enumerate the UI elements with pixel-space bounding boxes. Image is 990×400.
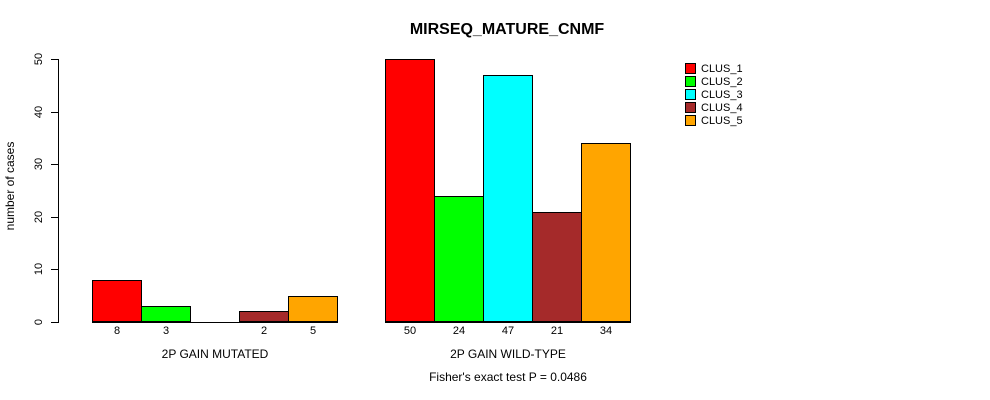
- y-axis-tick-label: 50: [33, 52, 45, 66]
- y-axis-tick-label: 40: [33, 105, 45, 119]
- y-axis-tick: [51, 112, 58, 113]
- legend-swatch-clus_5: [685, 115, 696, 126]
- bar-value-label-clus_4-mutated: 2: [260, 325, 268, 337]
- bar-group-wild-type: 50 24 47 21 34: [385, 59, 631, 337]
- bar-value-label-clus_3-wild-type: 47: [501, 325, 515, 337]
- y-axis-tick-label: 10: [33, 262, 45, 276]
- y-axis-tick-label: 20: [33, 210, 45, 224]
- legend-label: CLUS_3: [701, 88, 743, 101]
- bar-value-label-clus_2-wild-type: 24: [452, 325, 466, 337]
- legend-label: CLUS_2: [701, 75, 743, 88]
- x-axis-group-label-mutated: 2P GAIN MUTATED: [161, 347, 269, 361]
- bar-clus_5-mutated: [288, 296, 338, 322]
- legend-item-clus_4: CLUS_4: [685, 101, 743, 114]
- y-axis-tick: [51, 59, 58, 60]
- legend-swatch-clus_1: [685, 63, 696, 74]
- legend: CLUS_1 CLUS_2 CLUS_3 CLUS_4 CLUS_5: [685, 62, 743, 127]
- y-axis: [58, 59, 59, 323]
- y-axis-tick: [51, 269, 58, 270]
- legend-swatch-clus_3: [685, 89, 696, 100]
- legend-swatch-clus_4: [685, 102, 696, 113]
- bar-value-label-clus_2-mutated: 3: [162, 325, 170, 337]
- y-axis-label: number of cases: [3, 141, 17, 231]
- chart-title: MIRSEQ_MATURE_CNMF: [409, 21, 605, 38]
- bar-clus_1-mutated: [92, 280, 142, 322]
- y-axis-tick: [51, 164, 58, 165]
- bar-clus_5-wild-type: [581, 143, 631, 322]
- bar-clus_3-wild-type: [483, 75, 533, 322]
- y-axis-tick-label: 30: [33, 157, 45, 171]
- legend-item-clus_5: CLUS_5: [685, 114, 743, 127]
- bar-clus_4-wild-type: [532, 212, 582, 322]
- y-axis-tick: [51, 322, 58, 323]
- bar-value-label-clus_5-wild-type: 34: [599, 325, 613, 337]
- legend-item-clus_3: CLUS_3: [685, 88, 743, 101]
- fisher-test-text: Fisher's exact test P = 0.0486: [429, 370, 587, 384]
- bar-value-label-clus_4-wild-type: 21: [550, 325, 564, 337]
- legend-label: CLUS_4: [701, 101, 743, 114]
- legend-swatch-clus_2: [685, 76, 696, 87]
- bar-clus_2-mutated: [141, 306, 191, 322]
- bar-group-mutated: 8 3 2 5: [92, 59, 338, 337]
- legend-label: CLUS_5: [701, 114, 743, 127]
- y-axis-tick-label: 0: [33, 318, 45, 326]
- legend-item-clus_1: CLUS_1: [685, 62, 743, 75]
- bar-clus_4-mutated: [239, 311, 289, 322]
- x-axis-group-label-wild-type: 2P GAIN WILD-TYPE: [450, 347, 566, 361]
- bar-clus_1-wild-type: [385, 59, 435, 322]
- bar-clus_2-wild-type: [434, 196, 484, 322]
- bar-value-label-clus_5-mutated: 5: [309, 325, 317, 337]
- legend-label: CLUS_1: [701, 62, 743, 75]
- y-axis-tick: [51, 217, 58, 218]
- bar-value-label-clus_1-wild-type: 50: [403, 325, 417, 337]
- bar-value-label-clus_1-mutated: 8: [113, 325, 121, 337]
- legend-item-clus_2: CLUS_2: [685, 75, 743, 88]
